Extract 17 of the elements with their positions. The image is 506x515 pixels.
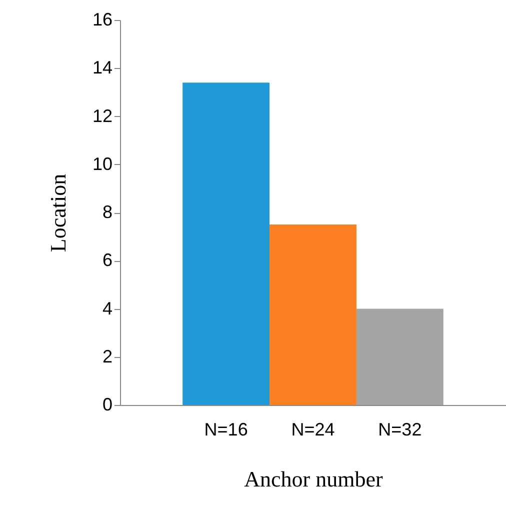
y-tick-label: 16	[92, 10, 112, 30]
bar	[270, 224, 356, 405]
bar	[182, 82, 270, 405]
y-tick-label: 4	[102, 298, 112, 318]
y-tick-label: 6	[102, 250, 112, 270]
y-tick-label: 10	[92, 154, 112, 174]
bar	[356, 308, 444, 405]
y-tick-label: 12	[92, 106, 112, 126]
y-tick-label: 0	[102, 394, 112, 414]
y-axis-title: Location	[45, 174, 70, 252]
y-tick-label: 2	[102, 346, 112, 366]
x-axis-title: Anchor number	[244, 466, 384, 492]
x-tick-label: N=32	[378, 420, 422, 440]
y-tick-label: 8	[102, 202, 112, 222]
x-tick-label: N=16	[204, 420, 248, 440]
x-tick-label: N=24	[291, 420, 335, 440]
y-tick-label: 14	[92, 58, 112, 78]
